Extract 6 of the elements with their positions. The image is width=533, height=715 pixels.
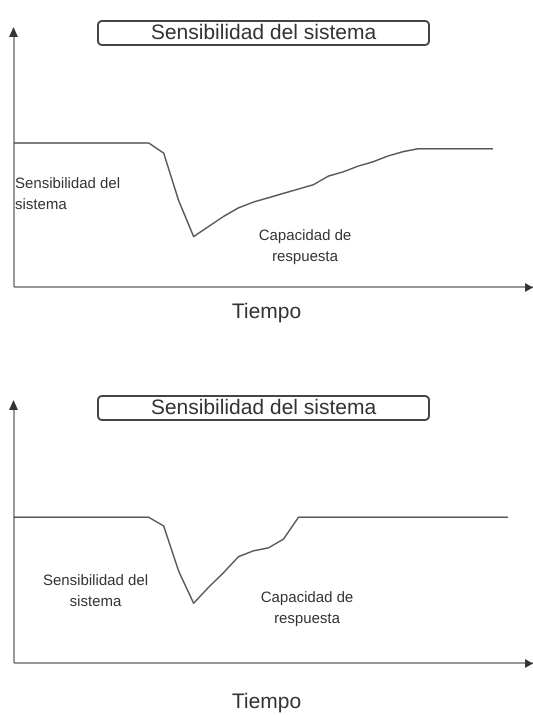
- x-axis-title: Tiempo: [230, 690, 302, 714]
- annotation: Capacidad de respuesta: [258, 226, 352, 267]
- annotation: Sensibilidad del sistema: [42, 571, 150, 612]
- annotation: Capacidad de respuesta: [260, 588, 354, 629]
- annotation: Sensibilidad del sistema: [15, 174, 122, 215]
- x-axis-title: Tiempo: [230, 300, 302, 324]
